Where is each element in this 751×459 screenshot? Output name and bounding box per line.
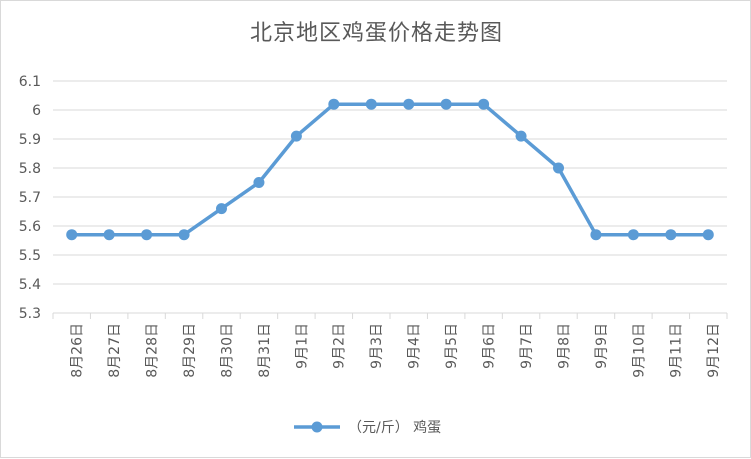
- x-tick-label: 8月30日: [219, 323, 235, 378]
- y-tick-label: 5.3: [19, 306, 41, 322]
- x-tick-label: 9月4日: [407, 323, 423, 369]
- data-point: [290, 130, 302, 142]
- data-point: [515, 130, 527, 142]
- x-tick-label: 9月2日: [332, 323, 348, 369]
- data-point: [627, 229, 639, 241]
- y-tick-label: 5.4: [19, 277, 41, 293]
- x-tick-label: 8月28日: [145, 323, 161, 378]
- series-line: [71, 102, 709, 237]
- x-tick-label: 8月29日: [182, 323, 198, 378]
- x-axis-ticks: 8月26日 8月27日 8月28日 8月29日 8月30日 8月31日 9月1日 9月2日 9月…: [70, 323, 723, 378]
- chart-title: 北京地区鸡蛋价格走势图: [249, 21, 503, 46]
- y-tick-label: 5.7: [19, 190, 41, 206]
- data-point: [553, 162, 564, 174]
- data-point: [365, 98, 377, 110]
- y-tick-label: 5.5: [19, 248, 41, 264]
- y-tick-label: 5.8: [19, 161, 41, 177]
- y-axis-ticks: 5.3 5.4 5.5 5.6 5.7 5.8 5.9 6 6.1: [19, 74, 41, 322]
- y-tick-label: 5.6: [19, 219, 41, 235]
- x-tick-label: 8月26日: [70, 323, 86, 378]
- legend-marker: [311, 421, 323, 433]
- data-point: [440, 98, 452, 110]
- x-tick-label: 8月27日: [107, 323, 123, 378]
- data-point: [328, 98, 340, 110]
- x-tick-label: 9月6日: [482, 323, 498, 369]
- y-tick-label: 5.9: [19, 132, 41, 148]
- x-tick-label: 9月11日: [669, 323, 685, 378]
- data-point: [702, 229, 714, 241]
- x-tick-label: 9月3日: [369, 323, 385, 369]
- y-tick-label: 6.1: [19, 74, 41, 90]
- x-tick-label: 9月10日: [631, 323, 647, 378]
- legend: （元/斤） 鸡蛋: [294, 419, 441, 436]
- data-point: [403, 98, 415, 110]
- x-tick-label: 8月31日: [257, 323, 273, 378]
- data-point: [478, 98, 490, 110]
- x-tick-label: 9月8日: [556, 323, 572, 369]
- legend-label: （元/斤） 鸡蛋: [348, 419, 441, 436]
- x-tick-label: 9月1日: [294, 323, 310, 369]
- x-tick-label: 9月12日: [706, 323, 722, 378]
- grid-lines: [52, 80, 728, 319]
- x-tick-label: 9月7日: [519, 323, 535, 369]
- x-tick-label: 9月5日: [444, 323, 460, 369]
- data-point: [590, 229, 602, 241]
- x-tick-label: 9月9日: [594, 323, 610, 369]
- y-tick-label: 6: [32, 103, 41, 119]
- data-point: [141, 229, 153, 241]
- data-point: [103, 229, 115, 241]
- data-point: [66, 229, 78, 241]
- data-point: [178, 229, 190, 241]
- series-layer: [66, 98, 714, 241]
- data-point: [216, 203, 227, 215]
- data-point: [253, 177, 265, 188]
- data-point: [665, 229, 677, 241]
